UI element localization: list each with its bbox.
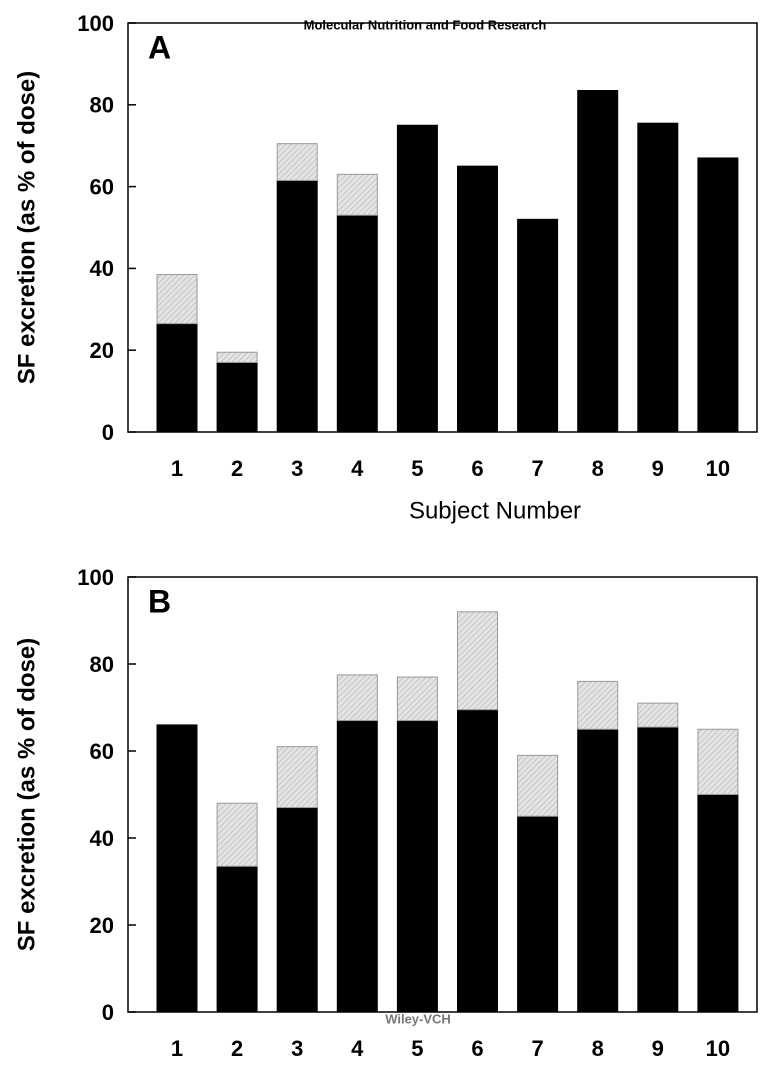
bar-segment: [517, 754, 559, 817]
bar-segment: [577, 89, 619, 433]
bar-segment: [517, 218, 559, 433]
x-tick-label: 8: [592, 1036, 604, 1061]
bar-segment: [577, 680, 619, 730]
y-tick-label: 20: [90, 338, 114, 363]
bar-segment: [276, 143, 318, 181]
bar-segment: [517, 815, 559, 1013]
bar-segment: [276, 179, 318, 433]
bar-segment: [156, 724, 198, 1013]
x-tick-label: 1: [171, 456, 183, 481]
bar-segment: [457, 165, 498, 433]
y-tick-label: 60: [90, 739, 114, 764]
plot-frame: [127, 22, 758, 433]
x-tick-label: 10: [706, 1036, 730, 1061]
x-tick-label: 9: [652, 1036, 664, 1061]
bar-segment: [216, 361, 258, 433]
bar-segment: [457, 611, 498, 711]
journal-header: Molecular Nutrition and Food Research: [304, 17, 547, 32]
x-tick-label: 4: [351, 1036, 364, 1061]
bar-segment: [637, 122, 679, 433]
bar-segment: [336, 720, 378, 1013]
x-tick-label: 4: [351, 456, 364, 481]
x-tick-label: 5: [411, 1036, 423, 1061]
y-tick-label: 0: [102, 420, 114, 445]
bar-segment: [216, 865, 258, 1013]
bar-segment: [637, 702, 679, 728]
panel-label: B: [148, 583, 171, 619]
x-tick-label: 3: [291, 456, 303, 481]
y-tick-label: 0: [102, 1000, 114, 1025]
bar-segment: [336, 214, 378, 433]
x-tick-label: 7: [531, 1036, 543, 1061]
watermark: Wiley-VCH: [385, 1011, 451, 1026]
panel-label: A: [148, 29, 171, 65]
bar-segment: [216, 351, 258, 363]
bar-segment: [336, 674, 378, 722]
bar-segment: [396, 720, 438, 1013]
bar-segment: [396, 124, 438, 433]
y-tick-label: 40: [90, 256, 114, 281]
y-tick-label: 80: [90, 93, 114, 118]
plot-frame: [127, 576, 758, 1013]
x-tick-label: 9: [652, 456, 664, 481]
x-tick-label: 1: [171, 1036, 183, 1061]
x-axis-title: Subject Number: [409, 497, 581, 524]
y-tick-label: 40: [90, 826, 114, 851]
y-axis-title: SF excretion (as % of dose): [13, 71, 40, 384]
x-tick-label: 6: [471, 456, 483, 481]
bar-segment: [457, 709, 498, 1013]
y-tick-label: 20: [90, 913, 114, 938]
bar-segment: [637, 726, 679, 1013]
x-tick-label: 5: [411, 456, 423, 481]
bar-segment: [156, 323, 198, 433]
y-tick-label: 100: [77, 11, 114, 36]
bar-segment: [276, 746, 318, 809]
y-axis-title: SF excretion (as % of dose): [13, 638, 40, 951]
bar-segment: [336, 173, 378, 216]
x-tick-label: 2: [231, 1036, 243, 1061]
bar-segment: [216, 802, 258, 867]
x-tick-label: 10: [706, 456, 730, 481]
x-tick-label: 8: [592, 456, 604, 481]
bar-segment: [156, 274, 198, 325]
x-tick-label: 6: [471, 1036, 483, 1061]
bar-segment: [276, 807, 318, 1013]
y-tick-label: 100: [77, 565, 114, 590]
bar-segment: [697, 728, 739, 795]
x-tick-label: 3: [291, 1036, 303, 1061]
x-tick-label: 7: [531, 456, 543, 481]
bar-segment: [396, 676, 438, 722]
bar-segment: [697, 157, 739, 433]
y-tick-label: 80: [90, 652, 114, 677]
y-tick-label: 60: [90, 174, 114, 199]
bar-segment: [697, 794, 739, 1013]
bar-segment: [577, 728, 619, 1013]
x-tick-label: 2: [231, 456, 243, 481]
